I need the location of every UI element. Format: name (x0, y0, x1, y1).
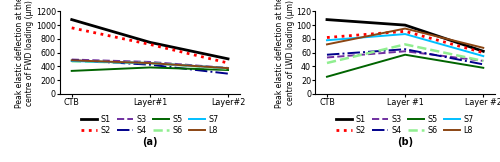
S6 (480, 60, 486, 62)
S3 (225, 67, 231, 69)
Y-axis label: Peak elastic deflection at the
centre of FWD loading (μm): Peak elastic deflection at the centre of… (15, 0, 34, 108)
S5 (147, 66, 153, 68)
Line: S4: S4 (72, 60, 228, 74)
S4 (402, 48, 408, 50)
S6 (147, 62, 153, 64)
S1 (402, 24, 408, 26)
S2 (324, 37, 330, 39)
S4 (68, 59, 74, 61)
S4 (480, 63, 486, 65)
S7 (324, 39, 330, 41)
S3 (324, 57, 330, 58)
L8 (324, 43, 330, 45)
S5 (225, 69, 231, 71)
S3 (147, 61, 153, 63)
S1 (480, 50, 486, 52)
S3 (480, 60, 486, 62)
Line: S6: S6 (72, 61, 228, 69)
S5 (324, 76, 330, 78)
S1 (68, 19, 74, 21)
L8 (147, 62, 153, 64)
S7 (147, 62, 153, 64)
S5 (402, 54, 408, 56)
S2 (225, 62, 231, 64)
S2 (402, 30, 408, 32)
S1 (324, 19, 330, 21)
S6 (324, 62, 330, 64)
Line: S7: S7 (327, 34, 484, 56)
S7 (480, 55, 486, 57)
Line: S3: S3 (327, 51, 484, 61)
Line: S6: S6 (327, 44, 484, 63)
S7 (402, 33, 408, 35)
S3 (68, 59, 74, 61)
Line: S2: S2 (327, 31, 484, 53)
Line: L8: L8 (72, 60, 228, 68)
S6 (68, 60, 74, 62)
Y-axis label: Peak elastic deflection at the
centre of LWD loading (μm): Peak elastic deflection at the centre of… (275, 0, 294, 108)
Line: S5: S5 (72, 67, 228, 71)
Line: L8: L8 (327, 29, 484, 48)
Legend: S1, S2, S3, S4, S5, S6, S7, L8: S1, S2, S3, S4, S5, S6, S7, L8 (81, 115, 218, 135)
Line: S4: S4 (327, 49, 484, 64)
S1 (225, 58, 231, 60)
S7 (225, 67, 231, 69)
L8 (68, 59, 74, 61)
S1 (147, 41, 153, 43)
S6 (225, 68, 231, 70)
S2 (68, 27, 74, 29)
S4 (147, 64, 153, 66)
Line: S3: S3 (72, 60, 228, 68)
Line: S1: S1 (327, 20, 484, 51)
S4 (324, 54, 330, 56)
S3 (402, 50, 408, 52)
S2 (480, 52, 486, 54)
Text: (a): (a) (142, 137, 158, 147)
Line: S1: S1 (72, 20, 228, 59)
Legend: S1, S2, S3, S4, S5, S6, S7, L8: S1, S2, S3, S4, S5, S6, S7, L8 (336, 115, 474, 135)
Line: S2: S2 (72, 28, 228, 63)
Line: S7: S7 (72, 61, 228, 68)
L8 (480, 47, 486, 49)
S4 (225, 73, 231, 75)
S2 (147, 43, 153, 45)
L8 (225, 67, 231, 69)
S7 (68, 60, 74, 62)
Text: (b): (b) (397, 137, 413, 147)
S6 (402, 43, 408, 45)
Line: S5: S5 (327, 55, 484, 77)
S5 (480, 67, 486, 69)
L8 (402, 28, 408, 29)
S5 (68, 70, 74, 72)
